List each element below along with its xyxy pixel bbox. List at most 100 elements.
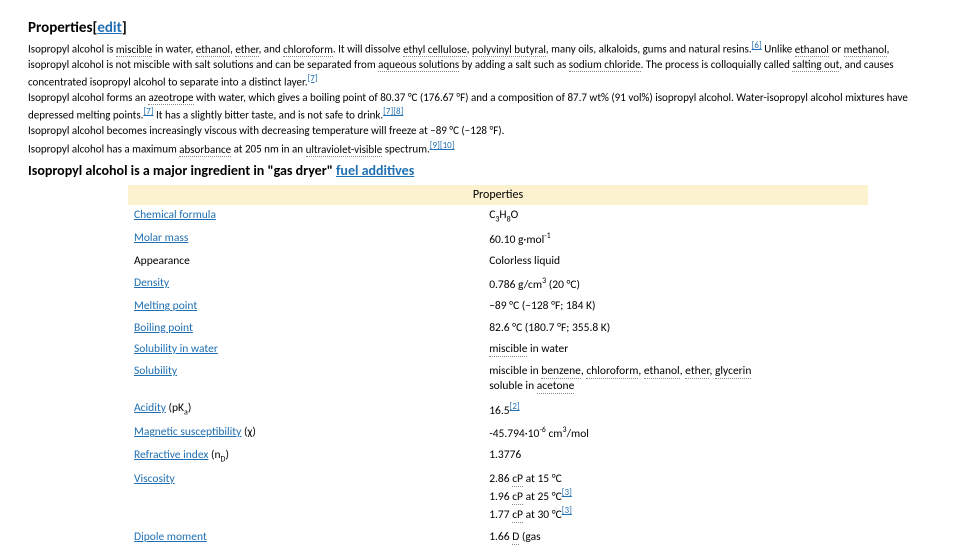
- lbl-boiling-point[interactable]: Boiling point: [134, 321, 193, 335]
- table-row: Refractive index (nD) 1.3776: [128, 445, 868, 468]
- text: in water,: [152, 43, 195, 56]
- table-header: Properties: [128, 185, 868, 205]
- text: Isopropyl alcohol is: [28, 43, 116, 56]
- link-miscible[interactable]: miscible: [489, 342, 527, 357]
- link-cp[interactable]: cP: [512, 508, 523, 523]
- paragraph-3: Isopropyl alcohol becomes increasingly v…: [28, 124, 932, 139]
- section-heading: Properties[edit]: [28, 18, 932, 38]
- text: by adding a salt such as: [459, 58, 569, 71]
- val-acidity: 16.5[2]: [483, 398, 868, 422]
- link-ether[interactable]: ether: [235, 43, 258, 57]
- ref-10[interactable]: [10]: [440, 140, 455, 151]
- lbl-chemical-formula[interactable]: Chemical formula: [134, 208, 216, 222]
- lbl-solubility-water[interactable]: Solubility in water: [134, 342, 218, 356]
- lbl-solubility[interactable]: Solubility: [134, 364, 177, 378]
- link-nacl[interactable]: sodium chloride: [569, 58, 641, 72]
- text: , many oils, alkaloids, gums and natural…: [546, 43, 752, 56]
- link-salting-out[interactable]: salting out: [792, 58, 839, 72]
- lbl-acidity[interactable]: Acidity: [134, 401, 166, 415]
- val-mag-susc: -45.794·10-6 cm3/mol: [483, 422, 868, 445]
- link-methanol[interactable]: methanol: [844, 43, 887, 57]
- val-boiling-point: 82.6 °C (180.7 °F; 355.8 K): [483, 318, 868, 340]
- lbl-mag-susc[interactable]: Magnetic susceptibility: [134, 425, 241, 439]
- table-row: Appearance Colorless liquid: [128, 251, 868, 273]
- link-azeotrope[interactable]: azeotrope: [148, 91, 193, 105]
- val-solubility-water: miscible in water: [483, 339, 868, 361]
- ref-8[interactable]: [8]: [393, 106, 403, 117]
- text: Unlike: [762, 43, 795, 56]
- table-row: Boiling point 82.6 °C (180.7 °F; 355.8 K…: [128, 318, 868, 340]
- ref-3[interactable]: [3]: [562, 505, 572, 516]
- lbl-molar-mass[interactable]: Molar mass: [134, 231, 188, 245]
- paragraph-1: Isopropyl alcohol is miscible in water, …: [28, 40, 932, 90]
- text: Isopropyl alcohol becomes increasingly v…: [28, 124, 504, 137]
- lbl-refractive-index[interactable]: Refractive index: [134, 448, 208, 462]
- table-row: Viscosity 2.86 cP at 15 °C 1.96 cP at 25…: [128, 469, 868, 527]
- paragraph-2: Isopropyl alcohol forms an azeotrope wit…: [28, 91, 932, 123]
- val-melting-point: −89 °C (−128 °F; 184 K): [483, 296, 868, 318]
- text: . It will dissolve: [333, 43, 403, 56]
- link-ether[interactable]: ether: [685, 364, 709, 379]
- text: or: [829, 43, 844, 56]
- table-row: Density 0.786 g/cm3 (20 °C): [128, 273, 868, 296]
- lbl-density[interactable]: Density: [134, 276, 169, 290]
- table-row: Solubility miscible in benzene, chlorofo…: [128, 361, 868, 398]
- table-row: Melting point −89 °C (−128 °F; 184 K): [128, 296, 868, 318]
- val-molar-mass: 60.10 g·mol-1: [483, 228, 868, 251]
- table-row: Chemical formula C3H8O: [128, 205, 868, 228]
- heading-text: Properties: [28, 19, 92, 37]
- text: Isopropyl alcohol is a major ingredient …: [28, 162, 336, 179]
- text: at 205 nm in an: [231, 143, 305, 156]
- link-absorbance[interactable]: absorbance: [179, 143, 231, 157]
- properties-table: Properties Chemical formula C3H8O Molar …: [128, 185, 868, 548]
- text: , and: [259, 43, 284, 56]
- ref-3[interactable]: [3]: [562, 487, 572, 498]
- ref-7[interactable]: [7]: [307, 73, 317, 84]
- val-refractive-index: 1.3776: [483, 445, 868, 468]
- link-cp[interactable]: cP: [512, 472, 523, 487]
- val-viscosity: 2.86 cP at 15 °C 1.96 cP at 25 °C[3] 1.7…: [483, 469, 868, 527]
- table-row: Magnetic susceptibility (χ) -45.794·10-6…: [128, 422, 868, 445]
- ref-2[interactable]: [2]: [510, 401, 520, 412]
- text: spectrum.: [382, 143, 430, 156]
- paragraph-4: Isopropyl alcohol has a maximum absorban…: [28, 140, 932, 158]
- link-chloroform[interactable]: chloroform: [586, 364, 638, 379]
- text: It has a slightly bitter taste, and is n…: [154, 109, 384, 122]
- link-pvb[interactable]: polyvinyl butyral: [472, 43, 546, 57]
- text: . The process is colloquially called: [641, 58, 793, 71]
- link-miscible[interactable]: miscible: [116, 43, 153, 57]
- lbl-dipole-moment[interactable]: Dipole moment: [134, 530, 207, 544]
- link-benzene[interactable]: benzene: [541, 364, 581, 379]
- val-density: 0.786 g/cm3 (20 °C): [483, 273, 868, 296]
- val-dipole-moment: 1.66 D (gas: [483, 527, 868, 548]
- val-appearance: Colorless liquid: [483, 251, 868, 273]
- table-row: Dipole moment 1.66 D (gas: [128, 527, 868, 548]
- text: Isopropyl alcohol has a maximum: [28, 143, 179, 156]
- ref-7[interactable]: [7]: [383, 106, 393, 117]
- major-line: Isopropyl alcohol is a major ingredient …: [28, 162, 932, 181]
- lbl-viscosity[interactable]: Viscosity: [134, 472, 175, 486]
- text: Isopropyl alcohol forms an: [28, 91, 148, 104]
- lbl-melting-point[interactable]: Melting point: [134, 299, 197, 313]
- lbl-appearance: Appearance: [128, 251, 483, 273]
- table-row: Acidity (pKa) 16.5[2]: [128, 398, 868, 422]
- link-chloroform[interactable]: chloroform: [283, 43, 333, 57]
- ref-7[interactable]: [7]: [143, 106, 153, 117]
- link-ethanol[interactable]: ethanol: [644, 364, 680, 379]
- link-fuel-additives[interactable]: fuel additives: [336, 162, 414, 179]
- table-row: Solubility in water miscible in water: [128, 339, 868, 361]
- table-row: Molar mass 60.10 g·mol-1: [128, 228, 868, 251]
- link-ethyl-cellulose[interactable]: ethyl cellulose: [403, 43, 467, 57]
- link-ethanol-2[interactable]: ethanol: [795, 43, 829, 57]
- val-chemical-formula: C3H8O: [483, 205, 868, 228]
- ref-6[interactable]: [6]: [752, 40, 762, 51]
- ref-9[interactable]: [9]: [430, 140, 440, 151]
- link-aqueous[interactable]: aqueous solutions: [378, 58, 459, 72]
- link-glycerin[interactable]: glycerin: [715, 364, 751, 379]
- link-ethanol[interactable]: ethanol: [196, 43, 230, 57]
- val-solubility: miscible in benzene, chloroform, ethanol…: [483, 361, 868, 398]
- edit-link[interactable]: edit: [97, 19, 122, 37]
- link-acetone[interactable]: acetone: [537, 379, 575, 394]
- link-uv-vis[interactable]: ultraviolet-visible: [306, 143, 383, 157]
- link-cp[interactable]: cP: [512, 490, 523, 505]
